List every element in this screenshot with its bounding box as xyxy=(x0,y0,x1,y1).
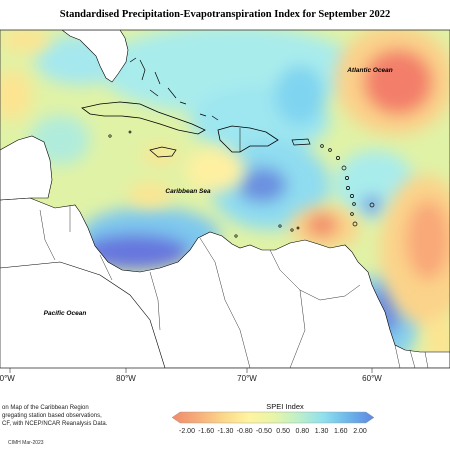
puerto-rico-outline xyxy=(291,138,311,146)
legend-tick-label: -1.60 xyxy=(198,428,214,435)
longitude-axis: 90°W 80°W 70°W 60°W xyxy=(0,368,382,383)
lon-90w-label: 90°W xyxy=(0,374,15,383)
legend-tick-label: 2.00 xyxy=(353,428,367,435)
credit-text: CIMH Mar-2023 xyxy=(8,440,44,446)
legend-tick-label: 0.50 xyxy=(276,428,290,435)
dry-anomaly-layer xyxy=(0,30,450,365)
lon-80w-label: 80°W xyxy=(116,374,136,383)
caption-line-2: gregating station based observations, xyxy=(2,413,102,419)
florida-land xyxy=(61,30,129,83)
legend-title: SPEI Index xyxy=(266,402,304,411)
legend-ticks: -2.00 -1.60 -1.30 -0.80 -0.50 0.50 0.80 1.30 1.6… xyxy=(179,428,367,435)
yucatan-land xyxy=(0,135,53,201)
legend-tick-label: -2.00 xyxy=(179,428,195,435)
caribbean-sea-label: Caribbean Sea xyxy=(165,188,211,195)
caption-line-3: CF, with NCEP/NCAR Reanalysis Data. xyxy=(2,421,108,427)
map-frame: Atlantic Ocean Caribbean Sea Pacific Oce… xyxy=(0,30,450,368)
legend-tick-label: -0.80 xyxy=(237,428,253,435)
bahamas-islands xyxy=(129,57,219,121)
caption-line-1: on Map of the Caribbean Region xyxy=(2,405,89,411)
legend-tick-label: -1.30 xyxy=(217,428,233,435)
lesser-antilles xyxy=(108,130,375,238)
lon-60w-label: 60°W xyxy=(362,374,382,383)
map-title: Standardised Precipitation-Evapotranspir… xyxy=(59,9,391,20)
jamaica-outline xyxy=(149,146,177,158)
legend-tick-label: 0.80 xyxy=(296,428,310,435)
lon-70w-label: 70°W xyxy=(237,374,257,383)
legend-colorbar xyxy=(171,411,375,424)
cuba-outline xyxy=(81,101,206,135)
atlantic-ocean-label: Atlantic Ocean xyxy=(346,67,393,74)
pacific-ocean-label: Pacific Ocean xyxy=(44,310,87,317)
pacific-water xyxy=(0,262,165,368)
legend-tick-label: -0.50 xyxy=(256,428,272,435)
legend-tick-label: 1.60 xyxy=(334,428,348,435)
legend-tick-label: 1.30 xyxy=(315,428,329,435)
country-borders xyxy=(39,206,429,368)
map-border xyxy=(0,29,450,369)
hispaniola-outline xyxy=(217,125,279,153)
